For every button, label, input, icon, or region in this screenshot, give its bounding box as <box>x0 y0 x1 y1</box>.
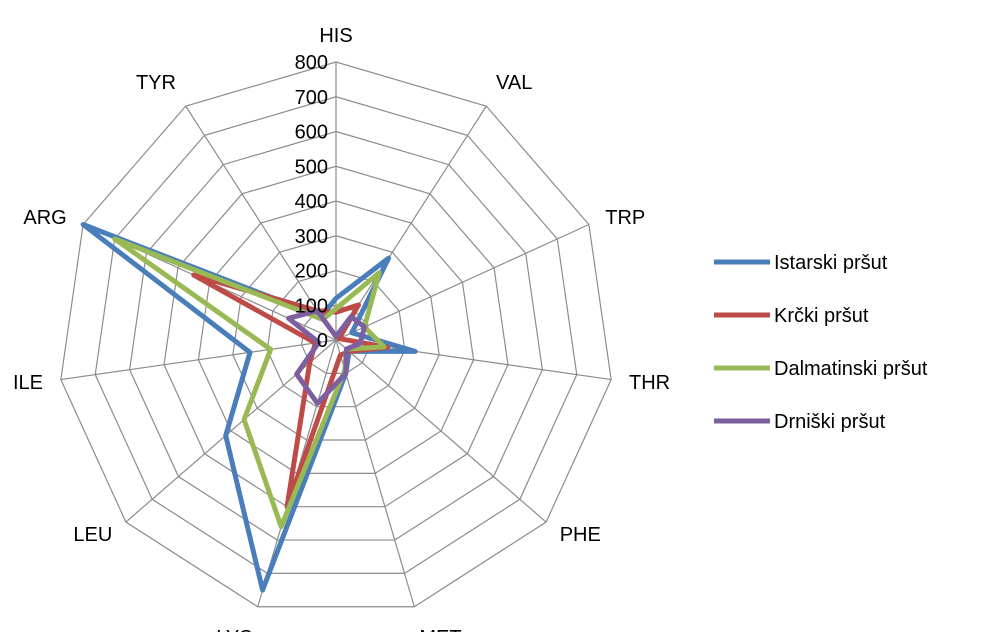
series-2-line <box>112 236 387 530</box>
tick-label-200: 200 <box>295 261 328 283</box>
category-label-tyr: TYR <box>136 72 176 94</box>
legend-label-1: Krčki pršut <box>774 305 869 327</box>
tick-label-700: 700 <box>295 87 328 109</box>
tick-label-0: 0 <box>317 330 328 352</box>
category-label-met: MET <box>419 627 461 632</box>
tick-label-300: 300 <box>295 226 328 248</box>
spoke-val <box>335 105 487 341</box>
grid-ring-5 <box>163 165 509 508</box>
category-label-phe: PHE <box>560 524 601 546</box>
spoke-phe <box>335 339 547 523</box>
grid-ring-4 <box>197 200 475 474</box>
legend-label-3: Drniški pršut <box>774 411 886 433</box>
category-label-trp: TRP <box>605 207 645 229</box>
series-1-line <box>191 272 391 510</box>
series-3-line <box>286 308 367 406</box>
tick-label-500: 500 <box>295 156 328 178</box>
legend: Istarski pršut Krčki pršut Dalmatinski prš… <box>714 252 928 433</box>
tick-label-600: 600 <box>295 122 328 144</box>
radar-category-labels: HIS VAL TRP THR PHE MET LYS LEU ILE ARG TYR <box>13 25 670 632</box>
legend-label-0: Istarski pršut <box>774 252 888 274</box>
category-label-thr: THR <box>629 372 670 394</box>
category-label-ile: ILE <box>13 372 43 394</box>
radar-series <box>80 222 418 593</box>
tick-label-100: 100 <box>295 295 328 317</box>
spoke-tyr <box>185 105 337 341</box>
grid-ring-2 <box>266 269 406 408</box>
grid-ring-7 <box>94 96 578 574</box>
category-label-arg: ARG <box>23 207 66 229</box>
grid-ring-6 <box>129 130 543 541</box>
category-label-his: HIS <box>319 25 352 47</box>
spoke-ile <box>60 339 337 381</box>
category-label-val: VAL <box>496 72 532 94</box>
spoke-met <box>335 339 415 607</box>
tick-label-800: 800 <box>295 52 328 74</box>
tick-label-400: 400 <box>295 191 328 213</box>
legend-label-2: Dalmatinski pršut <box>774 358 928 380</box>
category-label-leu: LEU <box>73 524 112 546</box>
category-label-lys: LYS <box>216 627 252 632</box>
spoke-trp <box>335 223 590 341</box>
radar-tick-labels: 0 100 200 300 400 500 600 700 800 <box>295 52 328 352</box>
grid-ring-8 <box>60 61 612 608</box>
